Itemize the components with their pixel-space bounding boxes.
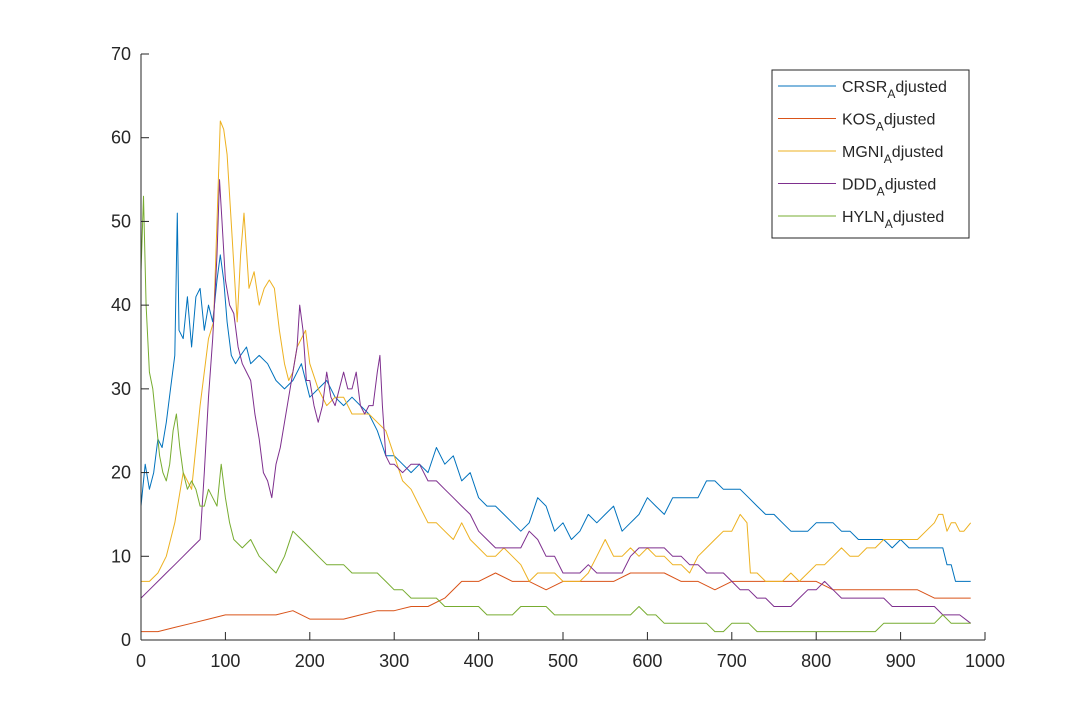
x-tick-label: 300 — [379, 651, 409, 671]
series-line-ddd — [140, 179, 972, 624]
series-lines — [140, 120, 972, 633]
legend-box — [771, 69, 970, 239]
y-tick-label: 50 — [111, 211, 131, 231]
y-tick-label: 0 — [121, 630, 131, 650]
y-tick-label: 40 — [111, 295, 131, 315]
x-tick-label: 100 — [210, 651, 240, 671]
series-line-hyln — [140, 195, 971, 633]
x-tick-label: 900 — [886, 651, 916, 671]
x-tick-label: 800 — [801, 651, 831, 671]
legend-entry-crsr: CRSRAdjusted — [842, 79, 947, 101]
legend-entry-kos: KOSAdjusted — [842, 112, 935, 134]
series-line-crsr — [140, 212, 971, 582]
y-tick-label: 30 — [111, 379, 131, 399]
x-tick-label: 0 — [136, 651, 146, 671]
legend-entry-ddd: DDDAdjusted — [842, 177, 936, 199]
legend-entry-hyln: HYLNAdjusted — [842, 209, 944, 231]
y-tick-label: 60 — [111, 128, 131, 148]
x-tick-label: 1000 — [965, 651, 1005, 671]
y-tick-label: 10 — [111, 546, 131, 566]
x-tick-label: 600 — [632, 651, 662, 671]
legend-entry-mgni: MGNIAdjusted — [842, 144, 943, 166]
x-tick-label: 700 — [717, 651, 747, 671]
series-line-kos — [141, 572, 971, 633]
x-tick-label: 400 — [464, 651, 494, 671]
x-tick-label: 200 — [295, 651, 325, 671]
axes: 0 100 200 300 400 500 600 700 800 900 1000 0 10 20 30 4… — [111, 44, 1005, 671]
legend: CRSRAdjusted KOSAdjusted MGNIAdjusted DDDAd… — [771, 69, 970, 239]
y-tick-label: 70 — [111, 44, 131, 64]
y-tick-label: 20 — [111, 463, 131, 483]
x-tick-label: 500 — [548, 651, 578, 671]
series-line-mgni — [141, 120, 972, 582]
